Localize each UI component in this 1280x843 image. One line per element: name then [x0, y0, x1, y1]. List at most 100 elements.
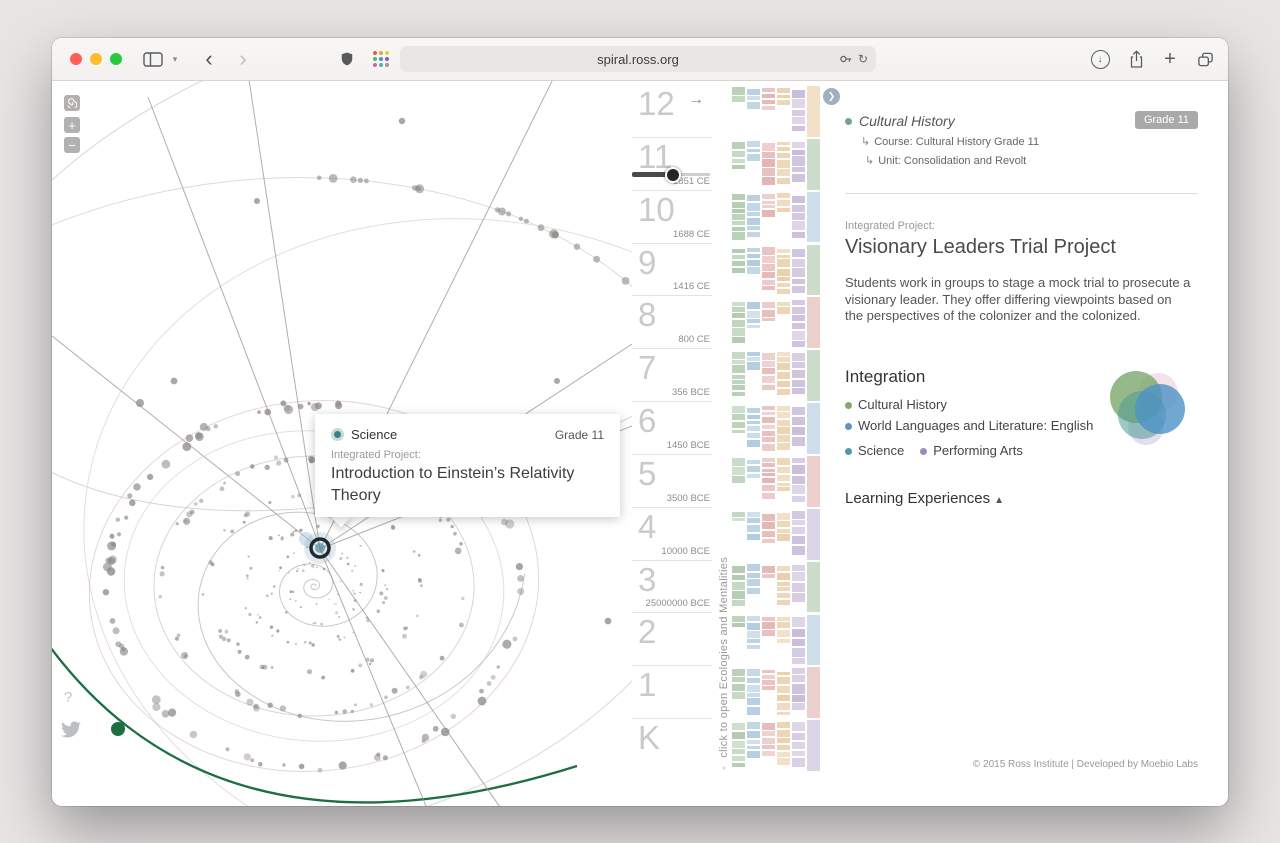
unit-block[interactable] — [777, 758, 790, 766]
unit-block[interactable] — [732, 616, 745, 622]
unit-block[interactable] — [762, 680, 775, 685]
unit-block[interactable] — [792, 628, 805, 638]
unit-block[interactable] — [732, 254, 745, 260]
timeline-slider[interactable] — [632, 167, 710, 183]
unit-block[interactable] — [762, 669, 775, 674]
unit-block[interactable] — [732, 165, 745, 169]
unit-block[interactable] — [792, 315, 805, 321]
unit-block[interactable] — [762, 463, 775, 468]
unit-block[interactable] — [777, 629, 790, 638]
unit-block[interactable] — [732, 380, 745, 384]
unit-block[interactable] — [762, 416, 775, 424]
unit-block[interactable] — [792, 722, 805, 731]
unit-block[interactable] — [792, 379, 805, 387]
reset-spiral-button[interactable] — [64, 95, 80, 111]
ecology-band[interactable] — [807, 350, 820, 401]
unit-block[interactable] — [762, 93, 775, 99]
unit-block[interactable] — [747, 465, 760, 473]
unit-block[interactable] — [792, 89, 805, 98]
unit-block[interactable] — [762, 177, 775, 185]
unit-block[interactable] — [777, 160, 790, 168]
unit-block[interactable] — [747, 563, 760, 572]
unit-block[interactable] — [747, 439, 760, 447]
unit-block[interactable] — [762, 168, 775, 176]
unit-block[interactable] — [777, 99, 790, 106]
integration-item[interactable]: Cultural History — [845, 397, 1108, 414]
unit-block[interactable] — [792, 322, 805, 329]
unit-block[interactable] — [732, 193, 745, 200]
unit-block[interactable] — [792, 352, 805, 361]
unit-block[interactable] — [792, 565, 805, 571]
ecology-band[interactable] — [807, 138, 820, 190]
unit-block[interactable] — [732, 214, 745, 220]
unit-block[interactable] — [777, 406, 790, 411]
ecology-band[interactable] — [807, 720, 820, 771]
unit-block[interactable] — [762, 565, 775, 573]
unit-block[interactable] — [732, 226, 745, 231]
unit-block[interactable] — [732, 518, 745, 522]
unit-block[interactable] — [732, 476, 745, 483]
unit-block[interactable] — [777, 288, 790, 294]
unit-block[interactable] — [792, 213, 805, 220]
unit-block[interactable] — [732, 374, 745, 379]
unit-block[interactable] — [732, 391, 745, 396]
grade-row[interactable]: 3 25000000 BCE — [632, 561, 712, 614]
unit-block[interactable] — [777, 282, 790, 288]
grade-row[interactable]: 1 — [632, 666, 712, 720]
unit-block[interactable] — [777, 722, 790, 729]
unit-block[interactable] — [762, 622, 775, 629]
unit-block[interactable] — [777, 703, 790, 711]
unit-block[interactable] — [777, 259, 790, 267]
unit-block[interactable] — [777, 685, 790, 693]
unit-block[interactable] — [732, 600, 745, 606]
unit-block[interactable] — [762, 617, 775, 621]
unit-block[interactable] — [732, 221, 745, 226]
unit-block[interactable] — [747, 587, 760, 595]
unit-block[interactable] — [732, 405, 745, 413]
grade-row[interactable]: K — [632, 719, 712, 772]
unit-block[interactable] — [777, 599, 790, 605]
unit-block[interactable] — [747, 247, 760, 253]
unit-block[interactable] — [777, 268, 790, 276]
unit-block[interactable] — [747, 684, 760, 692]
unit-block[interactable] — [732, 457, 745, 466]
unit-block[interactable] — [777, 487, 790, 492]
unit-block[interactable] — [777, 146, 790, 152]
unit-block[interactable] — [732, 337, 745, 343]
unit-block[interactable] — [792, 527, 805, 535]
unit-block[interactable] — [792, 407, 805, 416]
unit-block[interactable] — [762, 473, 775, 477]
grade-row[interactable]: 9 1416 CE — [632, 244, 712, 297]
ecology-band[interactable] — [807, 297, 820, 349]
unit-block[interactable] — [747, 644, 760, 649]
unit-block[interactable] — [762, 686, 775, 691]
unit-block[interactable] — [762, 375, 775, 383]
unit-block[interactable] — [747, 212, 760, 217]
grade-row[interactable]: 5 3500 BCE — [632, 455, 712, 508]
unit-block[interactable] — [747, 677, 760, 684]
fullscreen-window-button[interactable] — [110, 53, 122, 65]
unit-block[interactable] — [762, 530, 775, 538]
unit-block[interactable] — [732, 421, 745, 428]
unit-block[interactable] — [747, 202, 760, 211]
unit-block[interactable] — [762, 723, 775, 730]
unit-block[interactable] — [732, 232, 745, 240]
unit-block[interactable] — [777, 199, 790, 207]
unit-block[interactable] — [762, 737, 775, 744]
unit-block[interactable] — [747, 362, 760, 370]
unit-block[interactable] — [732, 313, 745, 319]
unit-block[interactable] — [777, 751, 790, 757]
back-button[interactable]: ‹ — [205, 46, 213, 71]
unit-block[interactable] — [732, 385, 745, 391]
timeline-top-arrow-icon[interactable]: → — [688, 91, 704, 108]
extensions-grid-icon[interactable] — [370, 38, 392, 80]
unit-block[interactable] — [762, 492, 775, 500]
unit-block[interactable] — [792, 647, 805, 657]
unit-block[interactable] — [747, 357, 760, 361]
unit-block[interactable] — [777, 482, 790, 486]
unit-block[interactable] — [777, 87, 790, 94]
unit-block[interactable] — [732, 467, 745, 475]
unit-block[interactable] — [747, 96, 760, 101]
unit-block[interactable] — [747, 721, 760, 730]
unit-block[interactable] — [747, 533, 760, 541]
